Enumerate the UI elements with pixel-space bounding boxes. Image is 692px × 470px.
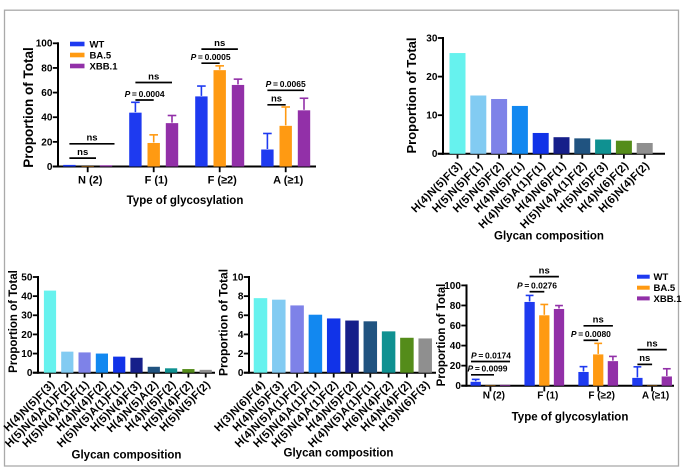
- svg-text:P = 0.0065: P = 0.0065: [266, 79, 306, 89]
- svg-text:A (≥1): A (≥1): [273, 174, 303, 186]
- svg-text:Proportion of Total: Proportion of Total: [217, 269, 231, 376]
- svg-text:4: 4: [238, 330, 244, 341]
- svg-text:F (≥2): F (≥2): [208, 174, 238, 186]
- svg-text:ns: ns: [86, 133, 97, 144]
- svg-text:F (1): F (1): [145, 174, 169, 186]
- svg-text:ns: ns: [647, 338, 658, 349]
- svg-text:Proportion of Total: Proportion of Total: [404, 37, 419, 153]
- svg-text:8: 8: [238, 292, 244, 303]
- svg-text:P = 0.0080: P = 0.0080: [571, 329, 611, 339]
- svg-text:0: 0: [455, 381, 461, 392]
- svg-text:100: 100: [36, 39, 53, 50]
- svg-text:10: 10: [426, 111, 438, 122]
- svg-text:30: 30: [426, 33, 438, 44]
- svg-text:P = 0.0174: P = 0.0174: [471, 350, 511, 360]
- svg-text:Proportion of Total: Proportion of Total: [21, 47, 36, 167]
- svg-text:F (≥2): F (≥2): [588, 391, 615, 402]
- svg-text:BA.5: BA.5: [90, 50, 112, 61]
- svg-text:20: 20: [41, 137, 53, 148]
- svg-text:60: 60: [450, 321, 462, 332]
- svg-text:20: 20: [426, 72, 438, 83]
- svg-text:P = 0.0276: P = 0.0276: [517, 281, 557, 291]
- svg-text:XBB.1: XBB.1: [90, 61, 119, 72]
- svg-text:100: 100: [444, 281, 461, 292]
- svg-text:0: 0: [27, 368, 33, 379]
- svg-text:Glycan composition: Glycan composition: [72, 450, 182, 462]
- svg-text:30: 30: [21, 311, 33, 322]
- svg-text:80: 80: [41, 63, 53, 74]
- svg-text:Proportion of Total: Proportion of Total: [8, 270, 20, 373]
- svg-text:ns: ns: [148, 71, 159, 82]
- svg-text:0: 0: [47, 162, 53, 173]
- svg-text:40: 40: [21, 292, 33, 303]
- svg-text:0: 0: [238, 368, 244, 379]
- svg-text:20: 20: [450, 361, 462, 372]
- svg-text:BA.5: BA.5: [654, 283, 676, 294]
- svg-text:60: 60: [41, 88, 53, 99]
- svg-text:ns: ns: [593, 315, 604, 326]
- svg-text:WT: WT: [654, 272, 669, 283]
- svg-text:P = 0.0005: P = 0.0005: [191, 52, 231, 62]
- svg-text:0: 0: [432, 149, 438, 160]
- svg-text:10: 10: [21, 349, 33, 360]
- svg-text:6: 6: [238, 311, 244, 322]
- svg-text:Glycan composition: Glycan composition: [494, 231, 604, 243]
- svg-text:F (1): F (1): [537, 391, 558, 402]
- svg-text:40: 40: [41, 113, 53, 124]
- svg-text:N (2): N (2): [78, 174, 103, 186]
- svg-text:ns: ns: [539, 265, 550, 276]
- svg-text:Proportion of Total: Proportion of Total: [436, 284, 448, 387]
- svg-text:WT: WT: [90, 39, 105, 50]
- svg-text:80: 80: [450, 301, 462, 312]
- svg-text:P = 0.0099: P = 0.0099: [467, 364, 507, 374]
- svg-text:20: 20: [21, 330, 33, 341]
- svg-text:P = 0.0004: P = 0.0004: [125, 89, 165, 99]
- svg-text:40: 40: [450, 341, 462, 352]
- svg-text:A (≥1): A (≥1): [642, 391, 669, 402]
- svg-text:50: 50: [21, 272, 33, 283]
- svg-text:N (2): N (2): [483, 391, 505, 402]
- svg-text:ns: ns: [639, 353, 650, 364]
- svg-text:Type of glycosylation: Type of glycosylation: [512, 412, 629, 424]
- svg-text:XBB.1: XBB.1: [654, 294, 683, 305]
- svg-text:ns: ns: [214, 38, 225, 49]
- svg-text:2: 2: [238, 349, 244, 360]
- svg-text:ns: ns: [77, 147, 88, 158]
- svg-text:10: 10: [232, 272, 244, 283]
- svg-text:Type of glycosylation: Type of glycosylation: [127, 195, 244, 207]
- svg-text:ns: ns: [271, 94, 282, 105]
- svg-text:Glycan composition: Glycan composition: [284, 448, 394, 460]
